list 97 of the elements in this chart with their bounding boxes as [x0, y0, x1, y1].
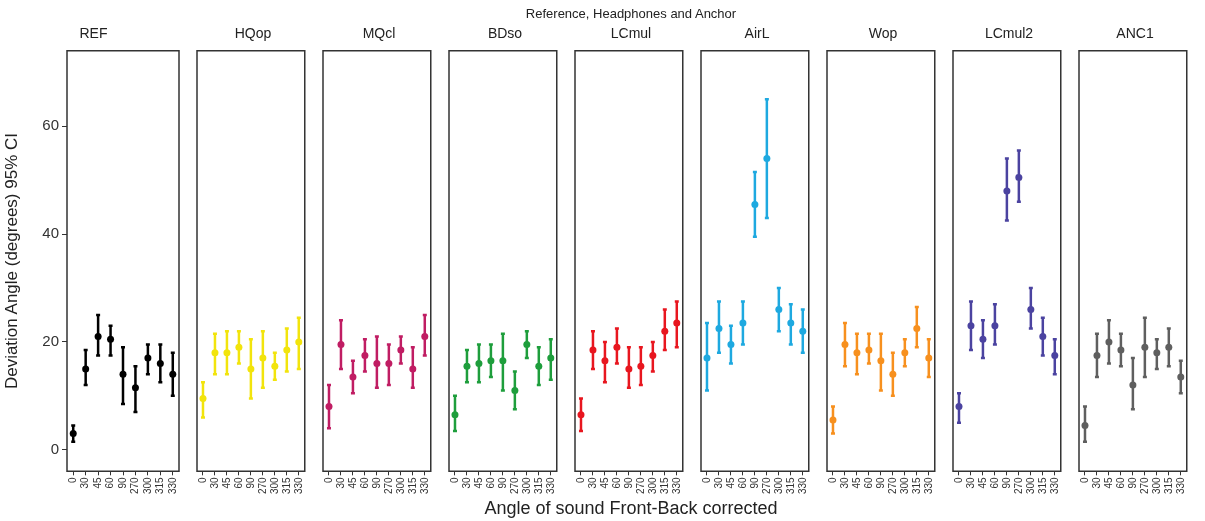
y-tick-label: 0: [50, 439, 59, 457]
chart-title: BDso: [487, 25, 523, 42]
x-tick-label: 330: [922, 476, 934, 494]
x-tick-label: 315: [1162, 476, 1174, 494]
x-tick-label: 90: [370, 476, 382, 489]
x-tick-label: 315: [784, 476, 796, 494]
x-tick-label: 45: [1102, 476, 1114, 489]
x-tick-label: 90: [874, 476, 886, 489]
x-tick-label: 30: [79, 476, 91, 489]
x-tick-label: 300: [646, 476, 658, 494]
x-tick-label: 315: [532, 476, 544, 494]
x-tick-label: 90: [1126, 476, 1138, 489]
y-tick-label: 40: [42, 224, 59, 242]
x-tick-label: 45: [472, 476, 484, 489]
x-tick-label: 300: [1024, 476, 1036, 494]
x-tick-label: 0: [196, 476, 208, 483]
x-tick-label: 300: [268, 476, 280, 494]
x-tick-label: 330: [418, 476, 430, 494]
y-tick-label: 20: [42, 332, 59, 350]
x-tick-label: 315: [910, 476, 922, 494]
chart-title: MQcl: [362, 25, 396, 42]
x-tick-label: 30: [208, 476, 220, 489]
x-tick-label: 45: [976, 476, 988, 489]
x-tick-label: 45: [850, 476, 862, 489]
x-tick-label: 330: [670, 476, 682, 494]
x-tick-label: 45: [598, 476, 610, 489]
x-tick-label: 60: [104, 476, 116, 489]
x-tick-label: 90: [1000, 476, 1012, 489]
x-tick-label: 30: [838, 476, 850, 489]
chart-title: HQop: [234, 25, 272, 42]
x-tick-label: 60: [610, 476, 622, 489]
x-tick-label: 330: [166, 476, 178, 494]
x-tick-label: 30: [1090, 476, 1102, 489]
chart-title: LCmul: [610, 25, 652, 42]
chart-title: REF: [79, 25, 108, 42]
y-axis-title: Deviation Angle (degrees) 95% CI: [1, 133, 21, 390]
x-axis-title: Angle of sound Front-Back corrected: [484, 498, 778, 519]
x-tick-label: 300: [141, 476, 153, 494]
x-tick-label: 0: [952, 476, 964, 483]
x-tick-label: 60: [736, 476, 748, 489]
x-tick-label: 0: [826, 476, 838, 483]
x-tick-label: 330: [1174, 476, 1186, 494]
x-tick-label: 0: [574, 476, 586, 483]
x-tick-label: 270: [1012, 476, 1024, 494]
text: Reference, Headphones and Anchor: [525, 5, 737, 21]
x-tick-label: 300: [772, 476, 784, 494]
x-tick-label: 60: [988, 476, 1000, 489]
x-tick-label: 90: [116, 476, 128, 489]
x-tick-label: 60: [232, 476, 244, 489]
x-tick-label: 60: [484, 476, 496, 489]
x-tick-label: 300: [1150, 476, 1162, 494]
x-tick-label: 270: [508, 476, 520, 494]
x-tick-label: 330: [544, 476, 556, 494]
x-tick-label: 315: [280, 476, 292, 494]
x-tick-label: 30: [712, 476, 724, 489]
x-tick-label: 0: [322, 476, 334, 483]
x-tick-label: 90: [244, 476, 256, 489]
x-tick-label: 315: [406, 476, 418, 494]
x-tick-label: 270: [886, 476, 898, 494]
x-tick-label: 0: [66, 476, 78, 483]
x-tick-label: 0: [700, 476, 712, 483]
chart-title: Wop: [868, 25, 898, 42]
x-tick-label: 270: [1138, 476, 1150, 494]
x-tick-label: 60: [862, 476, 874, 489]
x-tick-label: 270: [256, 476, 268, 494]
x-tick-label: 300: [394, 476, 406, 494]
x-tick-label: 330: [292, 476, 304, 494]
x-tick-label: 30: [964, 476, 976, 489]
x-tick-label: 90: [748, 476, 760, 489]
x-tick-label: 270: [382, 476, 394, 494]
x-tick-label: 45: [346, 476, 358, 489]
x-tick-label: 60: [358, 476, 370, 489]
x-tick-label: 330: [1048, 476, 1060, 494]
x-tick-label: 270: [760, 476, 772, 494]
x-tick-label: 30: [586, 476, 598, 489]
x-tick-label: 270: [129, 476, 141, 494]
chart-title: ANC1: [1116, 25, 1154, 42]
chart-title: LCmul2: [984, 25, 1034, 42]
x-tick-label: 60: [1114, 476, 1126, 489]
x-tick-label: 45: [91, 476, 103, 489]
x-tick-label: 300: [520, 476, 532, 494]
x-tick-label: 315: [154, 476, 166, 494]
x-tick-label: 0: [448, 476, 460, 483]
x-tick-label: 330: [796, 476, 808, 494]
x-tick-label: 30: [334, 476, 346, 489]
x-tick-label: 90: [496, 476, 508, 489]
x-tick-label: 300: [898, 476, 910, 494]
x-tick-label: 45: [220, 476, 232, 489]
x-tick-label: 90: [622, 476, 634, 489]
x-tick-label: 45: [724, 476, 736, 489]
x-tick-label: 30: [460, 476, 472, 489]
y-tick-label: 60: [42, 116, 59, 134]
x-tick-label: 315: [1036, 476, 1048, 494]
x-tick-label: 270: [634, 476, 646, 494]
x-tick-label: 0: [1078, 476, 1090, 483]
chart-title: AirL: [744, 25, 770, 42]
x-tick-label: 315: [658, 476, 670, 494]
